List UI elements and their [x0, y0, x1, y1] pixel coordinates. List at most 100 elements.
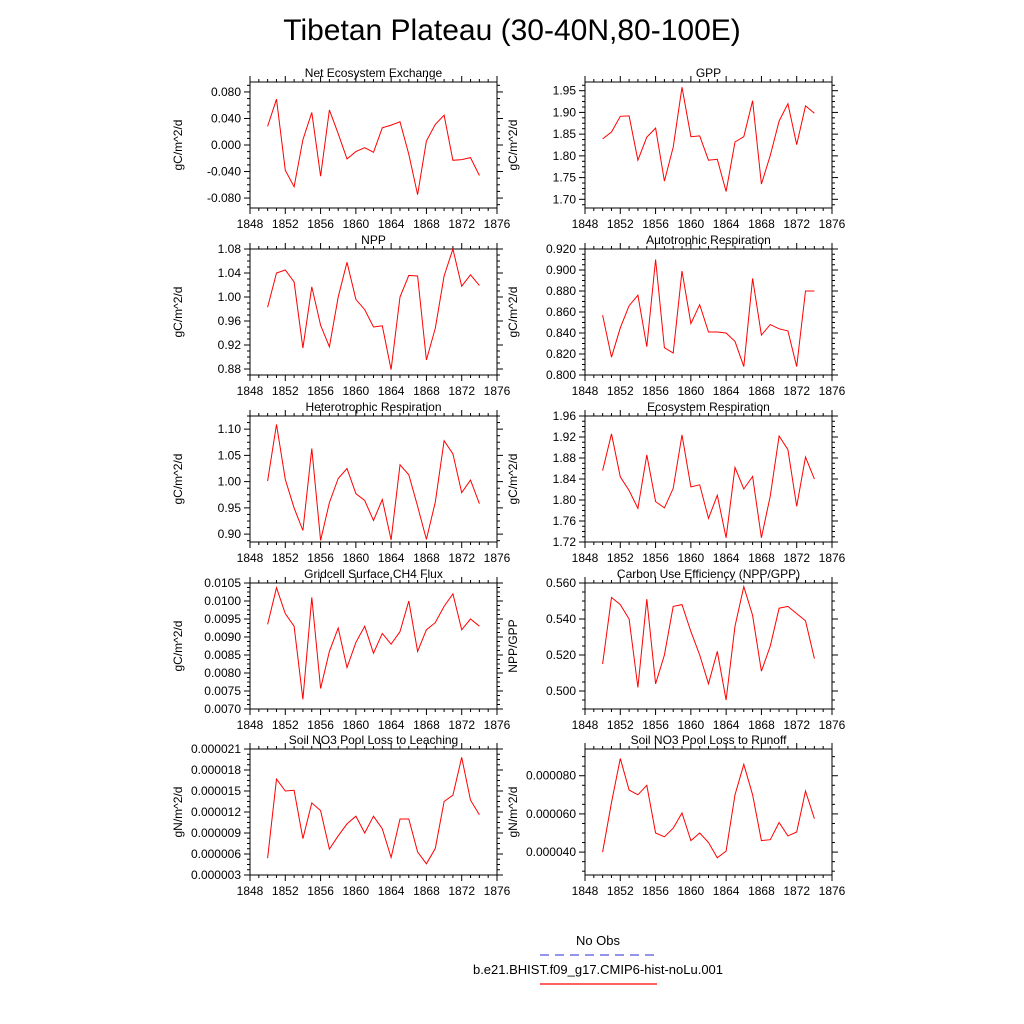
x-tick-label: 1876: [484, 718, 511, 732]
plot-frame: [249, 415, 498, 543]
series-line: [602, 259, 815, 367]
y-tick-label: 0.96: [218, 314, 242, 328]
y-tick-label: 1.88: [553, 451, 577, 465]
y-tick-label: 1.08: [218, 242, 242, 256]
x-tick-label: 1868: [748, 551, 775, 565]
y-tick-label: 1.05: [218, 448, 242, 462]
x-tick-label: 1864: [378, 718, 405, 732]
panels: Net Ecosystem Exchange gC/m^2/d 1848 1852 18…: [171, 66, 846, 898]
x-tick-label: 1860: [343, 384, 370, 398]
y-tick-label: 0.900: [546, 263, 576, 277]
y-tick-label: 0.0075: [204, 684, 241, 698]
y-tick-label: 0.880: [546, 284, 576, 298]
panel-title: Ecosystem Respiration: [647, 400, 770, 414]
y-tick-label: 0.920: [546, 242, 576, 256]
y-tick-label: 0.0080: [204, 666, 241, 680]
x-tick-label: 1864: [378, 217, 405, 231]
x-tick-label: 1864: [713, 217, 740, 231]
series-line: [267, 424, 480, 541]
y-axis-label: gC/m^2/d: [506, 454, 520, 505]
y-tick-label: 1.90: [553, 105, 577, 119]
x-tick-label: 1856: [307, 884, 334, 898]
x-tick-label: 1860: [343, 884, 370, 898]
x-tick-label: 1852: [607, 217, 634, 231]
x-tick-label: 1864: [713, 884, 740, 898]
panel-soil-no3-pool-loss-to-leaching: Soil NO3 Pool Loss to Leaching gN/m^2/d 18…: [171, 733, 511, 898]
y-tick-label: 0.860: [546, 305, 576, 319]
x-tick-label: 1868: [413, 217, 440, 231]
x-tick-label: 1848: [572, 718, 599, 732]
y-tick-label: 0.500: [546, 684, 576, 698]
series-line: [602, 758, 815, 859]
y-tick-label: 1.80: [553, 493, 577, 507]
plot-frame: [584, 81, 833, 209]
y-tick-label: 0.000015: [191, 784, 241, 798]
x-tick-label: 1852: [272, 718, 299, 732]
x-tick-label: 1848: [572, 884, 599, 898]
plot-frame: [249, 81, 498, 209]
y-tick-label: 0.000012: [191, 805, 241, 819]
x-tick-label: 1852: [607, 384, 634, 398]
y-tick-label: 0.000040: [526, 845, 576, 859]
x-tick-label: 1872: [448, 718, 475, 732]
x-tick-label: 1876: [484, 384, 511, 398]
y-tick-label: 1.00: [218, 290, 242, 304]
x-tick-label: 1872: [448, 384, 475, 398]
x-tick-label: 1872: [783, 384, 810, 398]
y-tick-label: 1.76: [553, 514, 577, 528]
x-tick-label: 1860: [343, 718, 370, 732]
x-tick-label: 1852: [607, 718, 634, 732]
series-line: [602, 87, 815, 192]
y-tick-label: 1.84: [553, 472, 577, 486]
x-tick-label: 1856: [642, 551, 669, 565]
y-tick-label: 0.000003: [191, 868, 241, 882]
y-tick-label: 0.0090: [204, 630, 241, 644]
y-tick-label: 0.0105: [204, 576, 241, 590]
y-tick-label: 1.95: [553, 84, 577, 98]
y-tick-label: 0.92: [218, 338, 242, 352]
x-tick-label: 1864: [713, 551, 740, 565]
panel-title: Soil NO3 Pool Loss to Runoff: [631, 733, 788, 747]
panel-title: NPP: [361, 233, 386, 247]
x-tick-label: 1860: [678, 884, 705, 898]
y-tick-label: 1.80: [553, 149, 577, 163]
x-tick-label: 1872: [448, 884, 475, 898]
x-tick-label: 1868: [413, 551, 440, 565]
x-tick-label: 1848: [237, 384, 264, 398]
x-tick-label: 1856: [642, 884, 669, 898]
x-tick-label: 1876: [484, 884, 511, 898]
series-line: [267, 757, 480, 865]
y-tick-label: 0.95: [218, 501, 242, 515]
x-tick-label: 1848: [237, 217, 264, 231]
plot-frame: [249, 248, 498, 376]
y-tick-label: 1.92: [553, 430, 577, 444]
y-tick-label: 1.85: [553, 127, 577, 141]
x-tick-label: 1860: [343, 551, 370, 565]
y-tick-label: 0.540: [546, 612, 576, 626]
x-tick-label: 1856: [642, 718, 669, 732]
plot-frame: [249, 582, 498, 710]
x-tick-label: 1876: [819, 718, 846, 732]
series-line: [267, 247, 480, 370]
series-line: [267, 99, 480, 195]
y-tick-label: 1.10: [218, 422, 242, 436]
panel-title: Carbon Use Efficiency (NPP/GPP): [617, 567, 800, 581]
x-tick-label: 1864: [378, 551, 405, 565]
main-title: Tibetan Plateau (30-40N,80-100E): [283, 14, 741, 47]
panel-title: Gridcell Surface CH4 Flux: [304, 567, 443, 581]
x-tick-label: 1868: [748, 884, 775, 898]
x-tick-label: 1876: [819, 384, 846, 398]
y-tick-label: -0.040: [207, 165, 241, 179]
panel-net-ecosystem-exchange: Net Ecosystem Exchange gC/m^2/d 1848 1852 18…: [171, 66, 511, 231]
y-tick-label: 0.000080: [526, 769, 576, 783]
x-tick-label: 1852: [272, 384, 299, 398]
x-tick-label: 1860: [343, 217, 370, 231]
x-tick-label: 1856: [642, 384, 669, 398]
y-tick-label: 0.040: [211, 111, 241, 125]
x-tick-label: 1852: [272, 551, 299, 565]
y-tick-label: 0.080: [211, 85, 241, 99]
x-tick-label: 1864: [378, 384, 405, 398]
y-tick-label: 0.820: [546, 347, 576, 361]
y-tick-label: 0.0095: [204, 612, 241, 626]
